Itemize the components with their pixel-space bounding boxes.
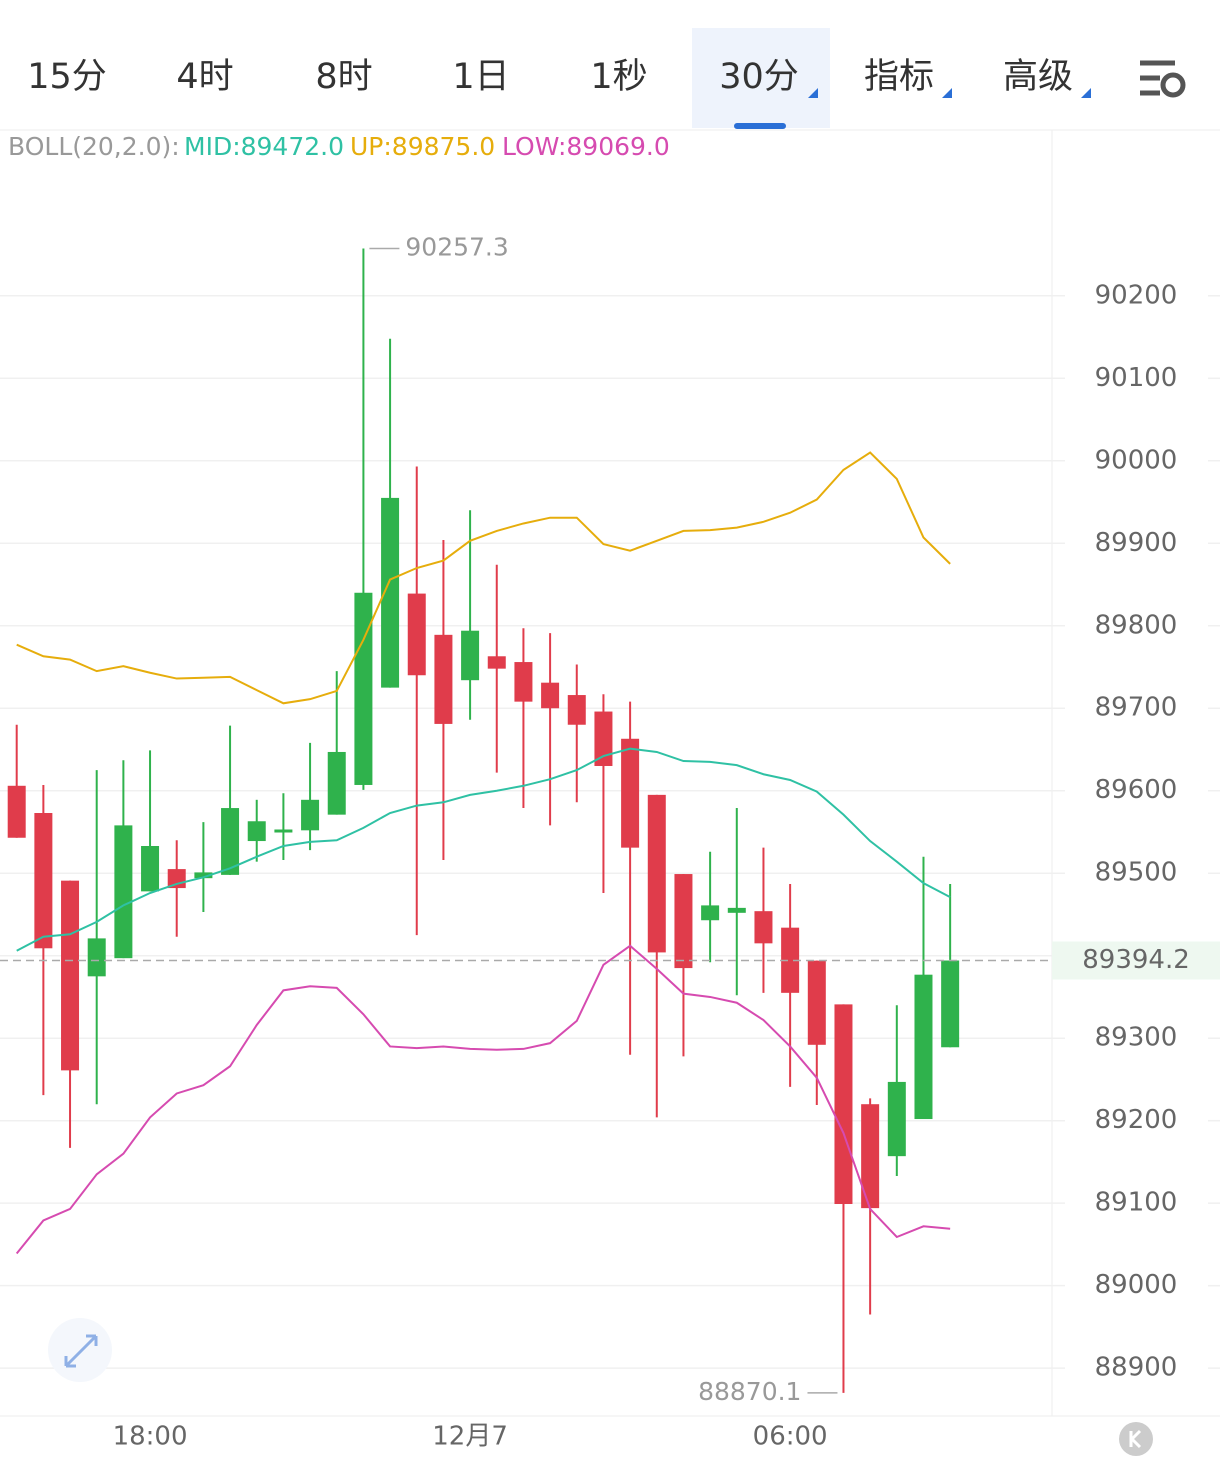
- candle-body: [61, 880, 80, 1071]
- candle-body: [407, 593, 426, 676]
- candle-body: [247, 821, 266, 842]
- legend-mid: MID:89472.0: [184, 132, 344, 161]
- x-tick-label: 18:00: [113, 1422, 188, 1452]
- tab[interactable]: 指标: [864, 57, 934, 97]
- candle-body: [567, 695, 586, 725]
- collapse-button[interactable]: [1119, 1422, 1153, 1456]
- y-tick-label: 89500: [1095, 858, 1178, 888]
- candle-body: [301, 799, 320, 831]
- candle-body: [141, 846, 160, 892]
- boll-low-line: [15, 944, 951, 1255]
- legend-up: UP:89875.0: [350, 132, 495, 161]
- tab[interactable]: 1秒: [590, 57, 647, 97]
- y-tick-label: 89600: [1095, 775, 1178, 805]
- y-tick-label: 89200: [1095, 1105, 1178, 1135]
- active-tab-bg: [692, 28, 830, 128]
- candle-body: [541, 682, 560, 709]
- y-tick-label: 89300: [1095, 1023, 1178, 1053]
- candle-body: [647, 794, 666, 953]
- tab[interactable]: 30分: [719, 57, 799, 97]
- candle-body: [861, 1104, 880, 1209]
- candle-body: [487, 656, 506, 669]
- high-label: 90257.3: [405, 233, 508, 262]
- candle-body: [274, 829, 293, 833]
- candle-body: [354, 592, 373, 785]
- candle-body: [7, 785, 26, 838]
- candle-body: [754, 911, 773, 944]
- candle-body: [621, 738, 640, 848]
- candle-body: [434, 634, 453, 724]
- candle-body: [114, 825, 133, 959]
- tab[interactable]: 高级: [1003, 57, 1073, 97]
- candle-body: [221, 808, 240, 875]
- candle-body: [381, 497, 400, 688]
- tab[interactable]: 4时: [176, 57, 233, 97]
- x-tick-label: 12月7: [432, 1422, 508, 1452]
- boll-up-line: [16, 451, 951, 705]
- price-tag: 89394.2: [1082, 945, 1190, 975]
- price-tag-bg: [1052, 941, 1220, 980]
- y-tick-label: 89100: [1095, 1188, 1178, 1218]
- candle-body: [807, 960, 826, 1045]
- candle-body: [594, 711, 613, 766]
- candle-body: [701, 905, 720, 921]
- y-tick-label: 89800: [1095, 610, 1178, 640]
- settings-icon[interactable]: [1140, 60, 1186, 98]
- candle-body: [461, 630, 480, 681]
- y-tick-label: 90100: [1095, 363, 1178, 393]
- low-label: 88870.1: [698, 1377, 801, 1406]
- y-tick-label: 88900: [1095, 1353, 1178, 1383]
- tab[interactable]: 8时: [315, 57, 372, 97]
- candle-body: [941, 960, 960, 1048]
- candle-body: [674, 874, 693, 969]
- y-tick-label: 89000: [1095, 1270, 1178, 1300]
- tab[interactable]: 15分: [27, 57, 107, 97]
- tab[interactable]: 1日: [452, 57, 509, 97]
- legend-low: LOW:89069.0: [502, 132, 670, 161]
- legend-label: BOLL(20,2.0):: [8, 132, 180, 161]
- y-tick-label: 89900: [1095, 528, 1178, 558]
- candle-body: [834, 1004, 853, 1205]
- y-tick-label: 90000: [1095, 445, 1178, 475]
- candle-body: [781, 927, 800, 993]
- candle-body: [727, 907, 746, 913]
- candle-body: [194, 872, 213, 879]
- y-tick-label: 90200: [1095, 280, 1178, 310]
- candle-body: [34, 813, 53, 949]
- active-tab-underline: [734, 123, 786, 129]
- expand-button[interactable]: [48, 1318, 112, 1382]
- x-tick-label: 06:00: [753, 1422, 828, 1452]
- candle-body: [914, 974, 933, 1120]
- candle-body: [87, 938, 106, 977]
- y-tick-label: 89700: [1095, 693, 1178, 723]
- candle-body: [327, 751, 346, 815]
- candle-body: [887, 1081, 906, 1157]
- dropdown-arrows: [808, 88, 1091, 98]
- candle-body: [514, 662, 533, 702]
- tab-bar: 15分 4时 8时 1日 1秒 30分 指标 高级: [27, 57, 1073, 97]
- plot: 8890089000891008920089300894008950089600…: [0, 233, 1220, 1452]
- boll-mid-line: [16, 747, 951, 952]
